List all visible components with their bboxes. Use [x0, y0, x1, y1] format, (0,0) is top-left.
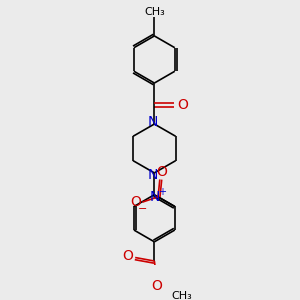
Text: O: O: [122, 249, 133, 263]
Text: O: O: [130, 195, 141, 209]
Text: +: +: [158, 187, 166, 197]
Text: CH₃: CH₃: [171, 291, 192, 300]
Text: N: N: [147, 115, 158, 129]
Text: CH₃: CH₃: [144, 7, 165, 16]
Text: O: O: [156, 166, 167, 179]
Text: N: N: [147, 168, 158, 182]
Text: −: −: [138, 204, 147, 214]
Text: O: O: [177, 98, 188, 112]
Text: O: O: [152, 279, 162, 293]
Text: N: N: [149, 190, 160, 204]
